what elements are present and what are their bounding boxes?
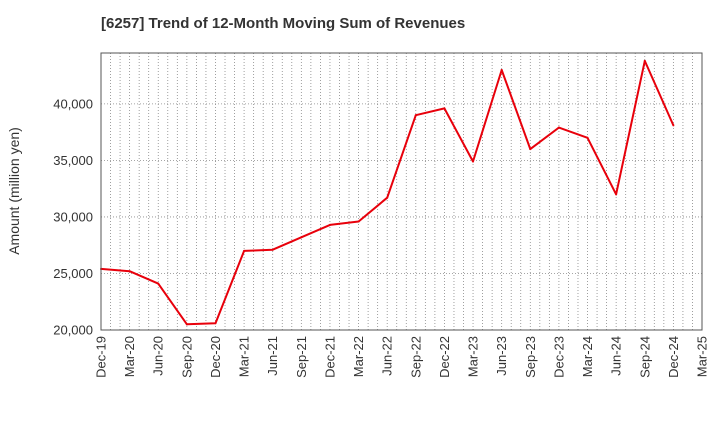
x-tick-label: Dec-23 [551,336,566,378]
y-tick-label: 35,000 [53,153,93,168]
y-tick-labels: 20,000 25,000 30,000 35,000 40,000 [53,96,93,337]
x-tick-label: Sep-21 [294,336,309,378]
x-tick-label: Dec-24 [666,336,681,378]
x-tick-label: Mar-23 [466,336,481,377]
data-point [615,193,618,196]
y-tick-label: 20,000 [53,323,93,338]
x-tick-label: Dec-20 [208,336,223,378]
x-tick-labels: Dec-19 Mar-20 Jun-20 Sep-20 Dec-20 Mar-21 Jun-… [94,336,710,378]
x-tick-label: Mar-25 [695,336,710,377]
data-point [586,136,589,139]
x-tick-label: Mar-22 [351,336,366,377]
data-point [157,282,160,285]
x-tick-label: Mar-21 [237,336,252,377]
data-point [128,270,131,273]
x-tick-label: Mar-24 [580,336,595,377]
data-point [300,236,303,239]
y-tick-label: 25,000 [53,266,93,281]
x-tick-label: Dec-21 [322,336,337,378]
x-tick-label: Dec-22 [437,336,452,378]
x-tick-label: Sep-20 [179,336,194,378]
x-tick-label: Sep-22 [408,336,423,378]
data-point [557,126,560,129]
data-point [414,114,417,117]
plot-frame [100,52,703,331]
data-point [500,68,503,71]
chart-title: [6257] Trend of 12-Month Moving Sum of R… [101,15,466,32]
data-point [643,59,646,62]
y-axis-title: Amount (million yen) [6,127,22,255]
grid-layer [101,53,702,330]
data-point [185,323,188,326]
x-tick-label: Mar-20 [122,336,137,377]
data-point [672,124,675,127]
data-point [328,223,331,226]
data-point [529,148,532,151]
data-point [271,248,274,251]
x-tick-label: Sep-23 [523,336,538,378]
data-point [214,322,217,325]
y-tick-label: 40,000 [53,96,93,111]
data-point [243,249,246,252]
data-point [357,220,360,223]
x-tick-label: Sep-24 [637,336,652,378]
x-tick-label: Jun-24 [609,336,624,376]
data-point [472,160,475,163]
x-tick-label: Jun-20 [151,336,166,376]
x-tick-label: Jun-23 [494,336,509,376]
data-point [386,196,389,199]
x-tick-label: Dec-19 [94,336,109,378]
series-layer [100,59,675,326]
y-tick-label: 30,000 [53,209,93,224]
data-point [443,107,446,110]
x-tick-label: Jun-21 [265,336,280,376]
x-tick-label: Jun-22 [380,336,395,376]
